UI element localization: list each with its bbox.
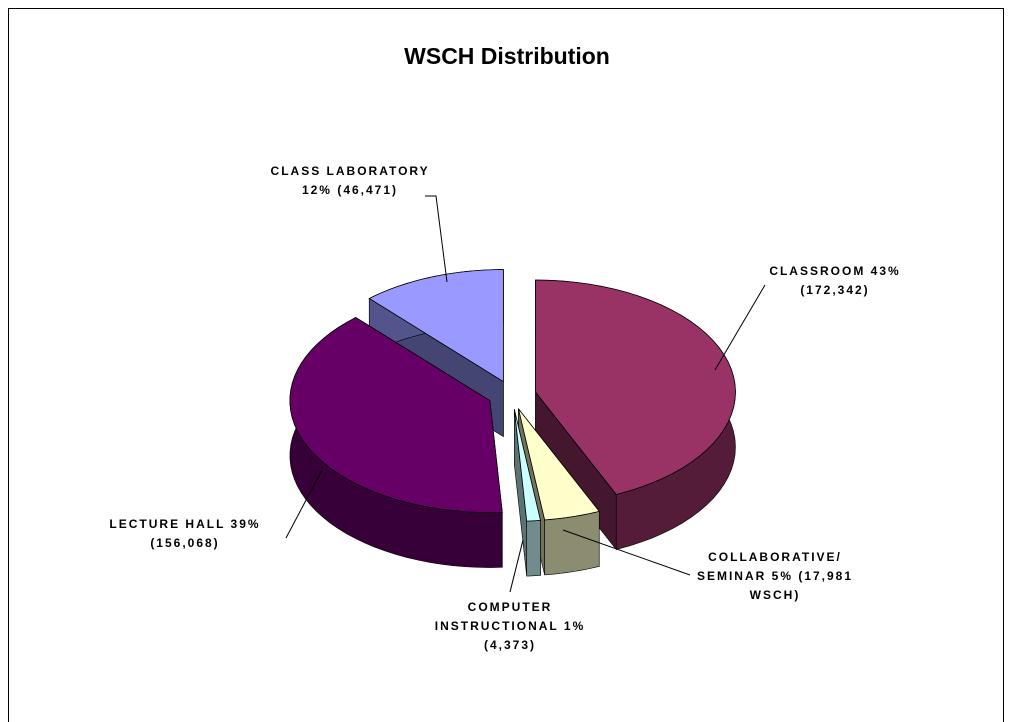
- label-percent: 1%: [563, 619, 586, 633]
- label-percent: 12%: [301, 183, 332, 197]
- leader-line: [285, 469, 323, 539]
- label-category: CLASSROOM: [769, 264, 866, 278]
- slice-label: CLASSROOM 43% (172,342): [750, 262, 920, 300]
- slice: [513, 409, 541, 522]
- slice: [289, 317, 503, 513]
- label-category: COLLABORATIVE/ SEMINAR: [696, 550, 842, 583]
- pie-group: [289, 269, 736, 577]
- label-value: (172,342): [800, 283, 870, 297]
- chart-frame: [8, 8, 1004, 722]
- label-value: (156,068): [150, 536, 220, 550]
- label-category: CLASS LABORATORY: [270, 164, 430, 178]
- leader-line: [562, 529, 691, 576]
- label-category: LECTURE HALL: [109, 517, 226, 531]
- slice: [518, 408, 600, 521]
- leader-line: [714, 284, 766, 371]
- slice-wall: [544, 510, 600, 576]
- label-value: (17,981 WSCH): [749, 569, 854, 602]
- label-value: (4,373): [483, 638, 537, 652]
- label-percent: 39%: [230, 517, 261, 531]
- label-value: (46,471): [337, 183, 399, 197]
- slice-label: COMPUTER INSTRUCTIONAL 1% (4,373): [425, 598, 595, 655]
- slice: [535, 279, 736, 495]
- label-percent: 5%: [771, 569, 793, 583]
- slice-label: CLASS LABORATORY 12% (46,471): [270, 162, 430, 200]
- slice-wall: [526, 520, 541, 577]
- slice: [368, 269, 504, 383]
- slice-label: LECTURE HALL 39% (156,068): [85, 515, 285, 553]
- label-percent: 43%: [870, 264, 901, 278]
- label-category: COMPUTER INSTRUCTIONAL: [434, 600, 559, 633]
- chart-title: WSCH Distribution: [404, 43, 610, 69]
- slice-label: COLLABORATIVE/ SEMINAR 5% (17,981 WSCH): [690, 548, 860, 605]
- leader-line: [509, 539, 524, 593]
- leader-line: [425, 195, 448, 283]
